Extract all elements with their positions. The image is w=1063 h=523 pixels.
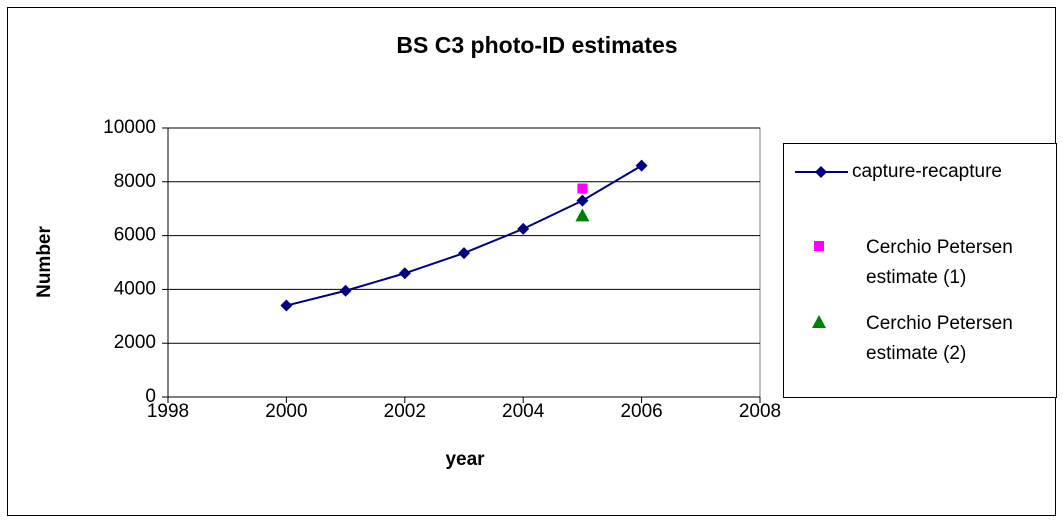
diamond-marker: [458, 247, 470, 260]
chart-title: BS C3 photo-ID estimates: [396, 32, 677, 58]
legend-label: capture-recapture: [852, 161, 1002, 182]
x-tick-label: 2000: [265, 401, 307, 422]
x-axis-title: year: [445, 449, 485, 470]
legend-label: Cerchio Petersen estimate (1): [866, 237, 1013, 288]
diamond-marker: [280, 299, 293, 312]
x-tick-label: 2002: [384, 401, 426, 422]
x-tick-label: 2008: [739, 401, 781, 422]
x-tick-label: 2004: [502, 401, 545, 422]
diamond-marker: [398, 267, 411, 280]
diamond-marker: [815, 166, 827, 178]
diamond-marker: [339, 284, 352, 297]
diamond-marker: [517, 222, 530, 235]
square-marker: [577, 183, 588, 194]
x-tick-label: 1998: [147, 401, 189, 422]
y-tick-label: 4000: [114, 278, 156, 299]
plot-area: [167, 127, 761, 398]
y-axis-title: Number: [34, 226, 55, 298]
x-tick-label: 2006: [620, 401, 662, 422]
y-tick-label: 2000: [114, 332, 156, 353]
legend-label: Cerchio Petersen estimate (2): [866, 313, 1013, 364]
square-marker: [814, 241, 824, 251]
triangle-marker: [575, 208, 590, 222]
triangle-marker: [812, 315, 826, 328]
diamond-marker: [576, 194, 589, 207]
legend-box: [783, 143, 1057, 398]
y-tick-label: 10000: [103, 117, 156, 138]
diamond-marker: [635, 159, 648, 172]
y-tick-label: 0: [145, 386, 156, 407]
y-tick-label: 6000: [114, 225, 156, 246]
y-tick-label: 8000: [114, 171, 156, 192]
